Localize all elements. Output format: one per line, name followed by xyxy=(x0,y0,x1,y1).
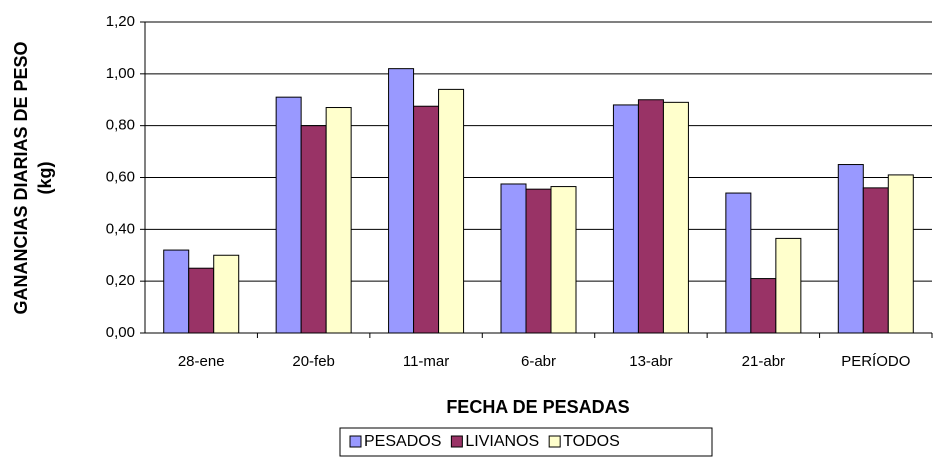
bar xyxy=(413,105,440,334)
bar xyxy=(750,278,777,334)
bar xyxy=(525,188,552,334)
legend-swatch xyxy=(450,435,463,448)
y-tick-label: 0,60 xyxy=(106,168,135,185)
x-tick-label: PERÍODO xyxy=(841,353,910,370)
x-tick-label: 13-abr xyxy=(629,353,672,370)
bar xyxy=(275,96,302,334)
y-tick-label: 0,20 xyxy=(106,272,135,289)
bar xyxy=(637,99,664,334)
y-tick-label: 1,20 xyxy=(106,13,135,30)
y-axis-title: GANANCIAS DIARIAS DE PESO xyxy=(11,41,31,314)
bar xyxy=(300,125,327,334)
bar xyxy=(775,237,802,334)
legend-label: LIVIANOS xyxy=(465,433,539,450)
y-tick-label: 0,80 xyxy=(106,117,135,134)
y-tick-label: 0,00 xyxy=(106,324,135,341)
y-axis-title: (kg) xyxy=(35,162,55,195)
bar xyxy=(438,88,465,334)
y-tick-label: 1,00 xyxy=(106,65,135,82)
bar xyxy=(325,107,352,334)
bar xyxy=(887,174,914,334)
legend-label: TODOS xyxy=(563,433,620,450)
bar xyxy=(662,101,689,334)
bar xyxy=(862,187,889,334)
x-tick-label: 28-ene xyxy=(178,353,225,370)
bar xyxy=(612,104,639,334)
x-tick-label: 11-mar xyxy=(403,353,449,370)
x-tick-label: 6-abr xyxy=(521,353,556,370)
x-tick-label: 21-abr xyxy=(742,353,785,370)
bar xyxy=(163,249,190,334)
legend-box xyxy=(339,427,713,457)
bar xyxy=(188,267,215,334)
bar xyxy=(550,186,577,334)
legend-swatch xyxy=(548,435,561,448)
legend-swatch xyxy=(349,435,362,448)
bar xyxy=(837,164,864,334)
bar xyxy=(725,192,752,334)
bar xyxy=(388,68,415,334)
x-axis-title: FECHA DE PESADAS xyxy=(446,397,629,417)
y-tick-label: 0,40 xyxy=(106,220,135,237)
legend-label: PESADOS xyxy=(364,433,441,450)
x-tick-label: 20-feb xyxy=(292,353,335,370)
bar xyxy=(213,254,240,334)
bar xyxy=(500,183,527,334)
